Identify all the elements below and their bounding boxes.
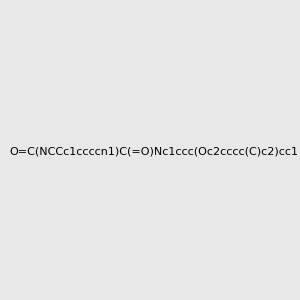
Text: O=C(NCCc1ccccn1)C(=O)Nc1ccc(Oc2cccc(C)c2)cc1: O=C(NCCc1ccccn1)C(=O)Nc1ccc(Oc2cccc(C)c2… (9, 146, 298, 157)
